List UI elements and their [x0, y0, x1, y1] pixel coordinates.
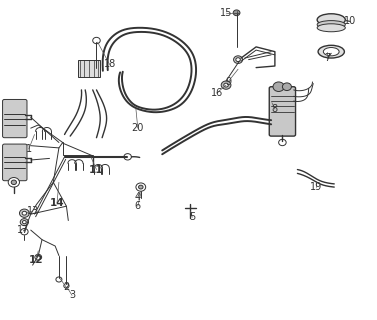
- Text: 2: 2: [63, 283, 69, 292]
- Circle shape: [279, 139, 286, 146]
- Circle shape: [93, 37, 100, 44]
- Ellipse shape: [323, 48, 339, 56]
- Text: 8: 8: [272, 104, 278, 114]
- Circle shape: [282, 83, 291, 91]
- Circle shape: [136, 183, 146, 191]
- Circle shape: [8, 178, 20, 187]
- Circle shape: [124, 154, 132, 160]
- Text: 14: 14: [50, 198, 64, 208]
- Text: 7: 7: [324, 53, 331, 63]
- Circle shape: [20, 219, 29, 226]
- Text: 20: 20: [132, 123, 144, 133]
- FancyBboxPatch shape: [3, 100, 27, 138]
- Ellipse shape: [317, 14, 345, 26]
- Text: 16: 16: [210, 88, 223, 98]
- Text: 15: 15: [220, 8, 232, 19]
- Ellipse shape: [318, 45, 344, 58]
- Text: 10: 10: [344, 16, 356, 27]
- Circle shape: [138, 185, 143, 189]
- Text: 17: 17: [17, 225, 29, 235]
- Text: 19: 19: [310, 182, 322, 192]
- Circle shape: [35, 254, 41, 260]
- Circle shape: [236, 58, 240, 61]
- Circle shape: [20, 209, 29, 217]
- Bar: [78, 60, 100, 77]
- Circle shape: [21, 228, 28, 235]
- Text: 6: 6: [135, 201, 141, 211]
- Text: 4: 4: [135, 192, 141, 202]
- Text: 1: 1: [26, 144, 32, 154]
- FancyBboxPatch shape: [269, 87, 296, 136]
- Circle shape: [22, 211, 27, 215]
- Circle shape: [273, 82, 284, 92]
- Circle shape: [221, 81, 231, 89]
- Circle shape: [11, 180, 17, 185]
- Circle shape: [234, 56, 242, 63]
- Ellipse shape: [317, 24, 345, 32]
- Circle shape: [233, 10, 240, 16]
- Circle shape: [23, 220, 26, 224]
- Text: 3: 3: [69, 291, 75, 300]
- Circle shape: [224, 83, 228, 87]
- Text: 9: 9: [225, 77, 231, 87]
- Text: 11: 11: [89, 164, 104, 174]
- Ellipse shape: [317, 20, 345, 28]
- Text: 18: 18: [104, 60, 116, 69]
- FancyBboxPatch shape: [3, 144, 27, 181]
- Circle shape: [56, 277, 62, 282]
- Text: 12: 12: [29, 255, 44, 265]
- Text: 13: 13: [26, 206, 39, 216]
- Circle shape: [64, 284, 69, 288]
- Text: 5: 5: [189, 212, 195, 222]
